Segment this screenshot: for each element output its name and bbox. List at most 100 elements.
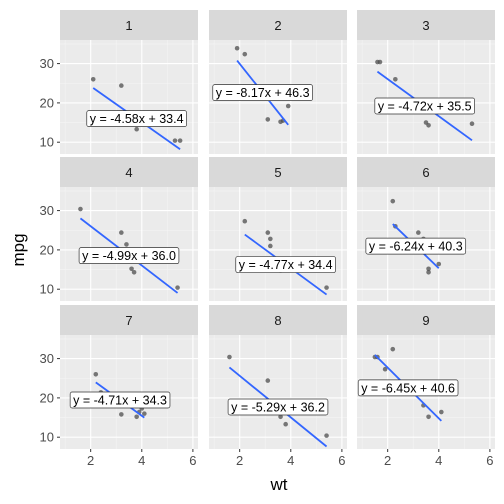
data-point (119, 412, 124, 417)
equation-box (212, 84, 313, 101)
x-tick-label: 4 (435, 453, 442, 468)
facet-strip-label: 5 (274, 165, 281, 180)
equation-text: y = -6.24x + 40.3 (369, 240, 463, 254)
equation-label: y = -4.71x + 34.3 (69, 391, 171, 409)
panels-group: 1 y = -4.58x + 33.4 10 20 30 2 y = -8.17x + 46… (40, 10, 495, 468)
data-point (93, 372, 99, 377)
facet-strip (60, 305, 198, 335)
data-point (393, 77, 398, 82)
data-point (265, 230, 271, 235)
data-point (227, 354, 232, 360)
panel-background (357, 40, 495, 154)
data-point (119, 83, 124, 88)
x-tick-label: 4 (287, 453, 294, 468)
facet-panel-7: 7 y = -4.71x + 34.3 2 4 6 10 20 30 (40, 305, 198, 468)
equation-label: y = -4.58x + 33.4 (86, 110, 187, 127)
data-point (324, 433, 329, 438)
equation-text: y = -4.71x + 34.3 (73, 394, 167, 408)
facet-strip-label: 1 (125, 18, 132, 33)
x-tick-label: 6 (189, 453, 196, 468)
panel-background (209, 335, 347, 449)
data-point (436, 261, 442, 267)
y-tick-label: 30 (40, 351, 54, 366)
panel-background (60, 187, 198, 301)
equation-box (235, 256, 336, 273)
equation-text: y = -4.72x + 35.5 (378, 99, 472, 113)
data-point (175, 285, 180, 290)
equation-label: y = -8.17x + 46.3 (212, 84, 313, 101)
facet-panel-5: 5 y = -4.77x + 34.4 (209, 157, 347, 301)
data-point (265, 117, 271, 122)
x-tick-label: 2 (384, 453, 391, 468)
x-axis-title: wt (270, 475, 288, 494)
x-tick-label: 6 (338, 453, 345, 468)
facet-panel-8: 8 y = -5.29x + 36.2 2 4 6 (209, 305, 347, 468)
data-point (324, 285, 329, 290)
data-point (377, 59, 383, 65)
facet-panel-2: 2 y = -8.17x + 46.3 (209, 10, 347, 154)
equation-box (357, 379, 459, 397)
facet-strip (357, 157, 495, 187)
data-point (131, 270, 137, 275)
data-point (390, 198, 396, 204)
data-point (177, 138, 183, 143)
equation-text: y = -4.77x + 34.4 (239, 258, 333, 272)
data-point (426, 266, 431, 272)
data-point (119, 230, 124, 235)
y-tick-label: 10 (40, 282, 54, 297)
facet-panel-4: 4 y = -4.99x + 36.0 10 20 30 (40, 157, 198, 301)
equation-label: y = -4.72x + 35.5 (374, 97, 475, 115)
x-tick-label: 2 (87, 453, 94, 468)
data-point (142, 411, 147, 416)
data-point (129, 266, 134, 272)
data-point (426, 270, 431, 275)
data-point (242, 51, 248, 57)
y-tick-label: 20 (40, 242, 54, 257)
data-point (268, 236, 273, 242)
equation-text: y = -5.29x + 36.2 (231, 400, 325, 414)
equation-label: y = -6.45x + 40.6 (357, 379, 459, 397)
data-point (134, 126, 139, 132)
equation-box (69, 391, 171, 409)
data-point (268, 243, 273, 249)
facet-strip-label: 7 (125, 313, 132, 328)
facet-strip-label: 8 (274, 313, 281, 328)
facet-strip (209, 305, 347, 335)
equation-label: y = -5.29x + 36.2 (227, 398, 329, 416)
equation-box (365, 237, 467, 255)
y-tick-label: 20 (40, 95, 54, 110)
data-point (426, 414, 431, 420)
y-tick-label: 20 (40, 390, 54, 405)
panel-background (60, 40, 198, 154)
x-tick-label: 4 (138, 453, 145, 468)
y-tick-label: 30 (40, 56, 54, 71)
facet-strip (60, 10, 198, 40)
equation-box (78, 247, 180, 265)
facet-strip-label: 9 (422, 313, 429, 328)
data-point (278, 414, 283, 420)
data-point (285, 103, 291, 109)
equation-text: y = -4.99x + 36.0 (82, 249, 176, 263)
data-point (90, 77, 96, 82)
data-point (124, 242, 129, 247)
equation-box (86, 110, 187, 127)
equation-label: y = -4.99x + 36.0 (78, 247, 180, 265)
facet-strip (209, 10, 347, 40)
data-point (390, 346, 396, 352)
equation-label: y = -4.77x + 34.4 (235, 256, 336, 273)
data-point (172, 138, 178, 143)
equation-box (227, 398, 329, 416)
facet-panel-3: 3 y = -4.72x + 35.5 (357, 10, 495, 154)
facet-strip (60, 157, 198, 187)
panel-background (209, 187, 347, 301)
y-tick-label: 10 (40, 430, 54, 445)
equation-text: y = -4.58x + 33.4 (90, 112, 184, 126)
data-point (382, 366, 388, 372)
equation-text: y = -8.17x + 46.3 (216, 86, 310, 100)
facet-strip (357, 10, 495, 40)
equation-box (374, 97, 475, 115)
data-point (283, 421, 288, 427)
facet-strip-label: 6 (422, 165, 429, 180)
data-point (469, 121, 475, 127)
